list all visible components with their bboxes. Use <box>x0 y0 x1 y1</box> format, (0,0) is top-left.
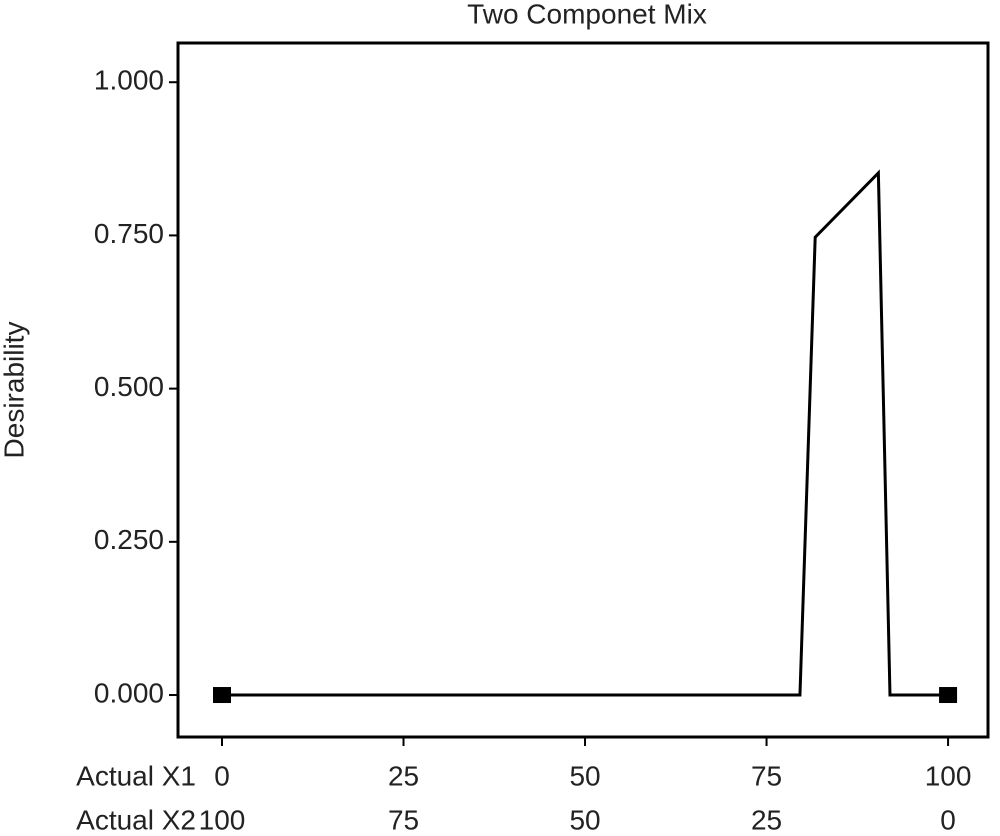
x2-tick-label: 0 <box>940 804 956 835</box>
design-point <box>212 687 231 704</box>
x-tick-label: 100 <box>925 760 972 791</box>
design-point <box>939 687 958 704</box>
y-tick-label: 0.250 <box>94 524 164 555</box>
x2-tick-label: 100 <box>199 804 246 835</box>
x-tick-label: 25 <box>388 760 419 791</box>
y-tick-label: 0.750 <box>94 218 164 249</box>
x2-tick-label: 75 <box>388 804 419 835</box>
y-axis-label: Desirability <box>0 322 29 459</box>
y-tick-label: 1.000 <box>94 65 164 96</box>
chart-title: Two Componet Mix <box>467 0 707 29</box>
x2-tick-label: 25 <box>751 804 782 835</box>
x-tick-label: 0 <box>214 760 230 791</box>
x2-tick-label: 50 <box>569 804 600 835</box>
y-tick-label: 0.000 <box>94 677 164 708</box>
plot-frame <box>176 41 990 739</box>
x-tick-label: 50 <box>569 760 600 791</box>
x2-axis-label: Actual X2 <box>76 804 196 835</box>
line <box>222 169 949 697</box>
x-tick-label: 75 <box>751 760 782 791</box>
y-tick-label: 0.500 <box>94 371 164 402</box>
x-axis-label: Actual X1 <box>76 760 196 791</box>
